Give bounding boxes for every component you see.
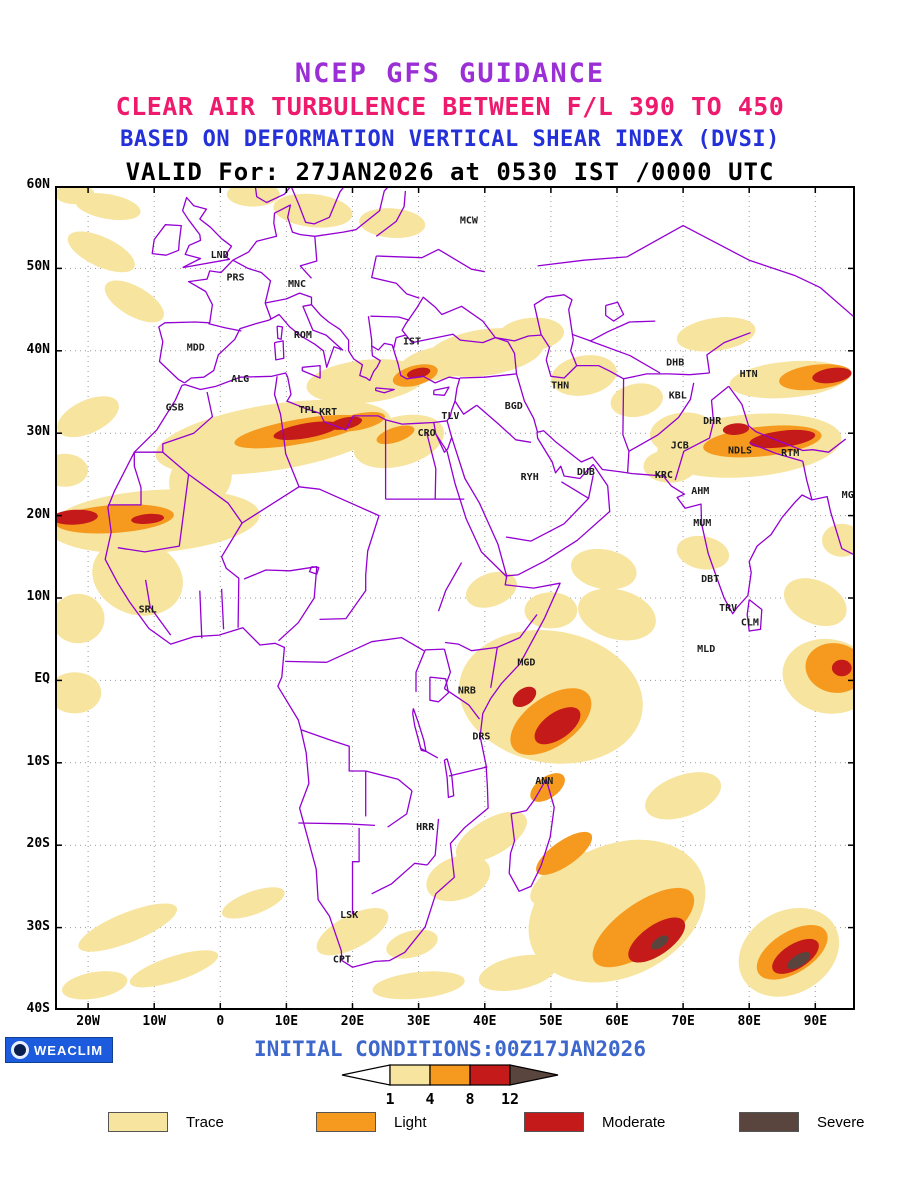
lat-tick-label: 50N (26, 259, 50, 275)
station-label: TLV (441, 411, 459, 422)
colorbar-left-arrow (341, 1064, 391, 1086)
weaclim-icon (11, 1041, 29, 1059)
lat-tick-label: 20N (26, 506, 50, 522)
lon-tick-label: 20W (76, 1014, 100, 1029)
station-label: MGD (517, 657, 535, 668)
title-method: BASED ON DEFORMATION VERTICAL SHEAR INDE… (120, 127, 780, 152)
station-labels: MCW LND PRS MNC ROM IST MDD ALG GSB TPL KRT TLV CRO B… (139, 216, 854, 966)
station-label: CPT (333, 955, 351, 966)
station-label: JCB (671, 441, 689, 452)
lon-tick-label: 50E (539, 1014, 563, 1029)
station-label: TPL (299, 405, 317, 416)
station-label: LND (211, 250, 229, 261)
station-label: MNC (288, 279, 306, 290)
station-label: ANN (535, 776, 553, 787)
station-label: MCW (460, 216, 479, 227)
legend-label-light: Light (394, 1113, 427, 1131)
station-label: RTM (781, 448, 799, 459)
station-label: RYH (521, 472, 539, 483)
lon-tick-label: 70E (671, 1014, 695, 1029)
weaclim-logo: WEACLIM (5, 1037, 114, 1063)
lon-tick-label: 80E (737, 1014, 761, 1029)
lon-tick-label: 30E (406, 1014, 431, 1029)
station-label: PRS (226, 273, 244, 284)
lat-tick-label: 40S (26, 1001, 50, 1016)
legend-swatch-trace (108, 1112, 168, 1132)
initial-conditions-text: INITIAL CONDITIONS:00Z17JAN2026 (254, 1037, 646, 1061)
station-label: KBL (669, 390, 687, 401)
weaclim-logo-text: WEACLIM (34, 1042, 104, 1058)
legend-label-moderate: Moderate (602, 1113, 666, 1131)
station-label: DUB (577, 467, 595, 478)
station-label: DHR (703, 416, 722, 427)
station-label: CLM (741, 618, 759, 629)
lon-tick-label: 10E (274, 1014, 299, 1029)
geo-borders (104, 186, 855, 968)
lat-tick-label: 10N (26, 589, 50, 604)
legend-swatch-light (316, 1112, 376, 1132)
legend-swatch-severe (739, 1112, 799, 1132)
station-label: BGD (505, 401, 523, 412)
lat-tick-label: 20S (26, 836, 50, 852)
colorbar-segment (469, 1064, 511, 1086)
title-valid-time: VALID For: 27JAN2026 at 0530 IST /0000 U… (125, 158, 775, 186)
colorbar-right-arrow (509, 1064, 559, 1086)
map-canvas: MCW LND PRS MNC ROM IST MDD ALG GSB TPL KRT TLV CRO B… (55, 186, 855, 1010)
station-label: GSB (166, 403, 184, 414)
turbulence-colorbar: 1 4 8 12 (341, 1064, 559, 1108)
station-label: SRL (139, 605, 157, 616)
legend-label-trace: Trace (186, 1113, 224, 1131)
station-label: MG (842, 490, 854, 501)
station-label: MUM (693, 518, 711, 529)
colorbar-segment (389, 1064, 431, 1086)
colorbar-tick-label: 1 (385, 1090, 394, 1108)
turbulence-shading (55, 186, 855, 1000)
station-label: AHM (691, 486, 709, 497)
lat-tick-label: 30N (26, 424, 50, 440)
station-label: THN (551, 380, 569, 391)
station-label: ALG (231, 374, 249, 385)
station-label: DBT (701, 574, 719, 585)
colorbar-tick-label: 8 (465, 1090, 474, 1108)
station-label: CRO (418, 428, 436, 439)
legend-label-severe: Severe (817, 1113, 865, 1131)
legend: Trace Light Moderate Severe (0, 1112, 900, 1138)
legend-item-light: Light (316, 1112, 427, 1132)
station-label: HRR (416, 822, 435, 833)
lon-tick-label: 10W (142, 1014, 166, 1029)
lon-tick-label: 20E (340, 1014, 365, 1029)
station-label: TRV (719, 603, 737, 614)
station-label: NDLS (728, 446, 752, 457)
legend-swatch-moderate (524, 1112, 584, 1132)
title-model: NCEP GFS GUIDANCE (294, 58, 606, 89)
lat-tick-label: 30S (26, 918, 50, 934)
station-label: KRC (655, 470, 673, 481)
title-product: CLEAR AIR TURBULENCE BETWEEN F/L 390 TO … (115, 92, 785, 121)
station-label: IST (403, 337, 421, 348)
lon-tick-label: 90E (803, 1014, 828, 1029)
station-label: LSK (340, 910, 358, 921)
colorbar-segment (429, 1064, 471, 1086)
colorbar-tick-label: 12 (501, 1090, 519, 1108)
station-label: MLD (697, 644, 715, 655)
station-label: DRS (472, 731, 490, 742)
station-label: HTN (740, 369, 758, 380)
lon-tick-label: 40E (473, 1014, 497, 1029)
lat-tick-label: 10S (26, 753, 50, 769)
lon-tick-label: 0 (216, 1014, 225, 1029)
station-label: KRT (319, 407, 337, 418)
lat-tick-label: EQ (34, 671, 50, 687)
station-label: ROM (294, 330, 312, 341)
colorbar-tick-label: 4 (425, 1090, 434, 1108)
lon-tick-label: 60E (605, 1014, 629, 1029)
legend-item-moderate: Moderate (524, 1112, 665, 1132)
legend-item-trace: Trace (108, 1112, 224, 1132)
lat-tick-label: 40N (26, 341, 50, 357)
station-label: DHB (666, 357, 684, 368)
station-label: MDD (187, 343, 205, 354)
legend-item-severe: Severe (739, 1112, 865, 1132)
station-label: NRB (458, 685, 476, 696)
axis-ticks (55, 186, 855, 1010)
